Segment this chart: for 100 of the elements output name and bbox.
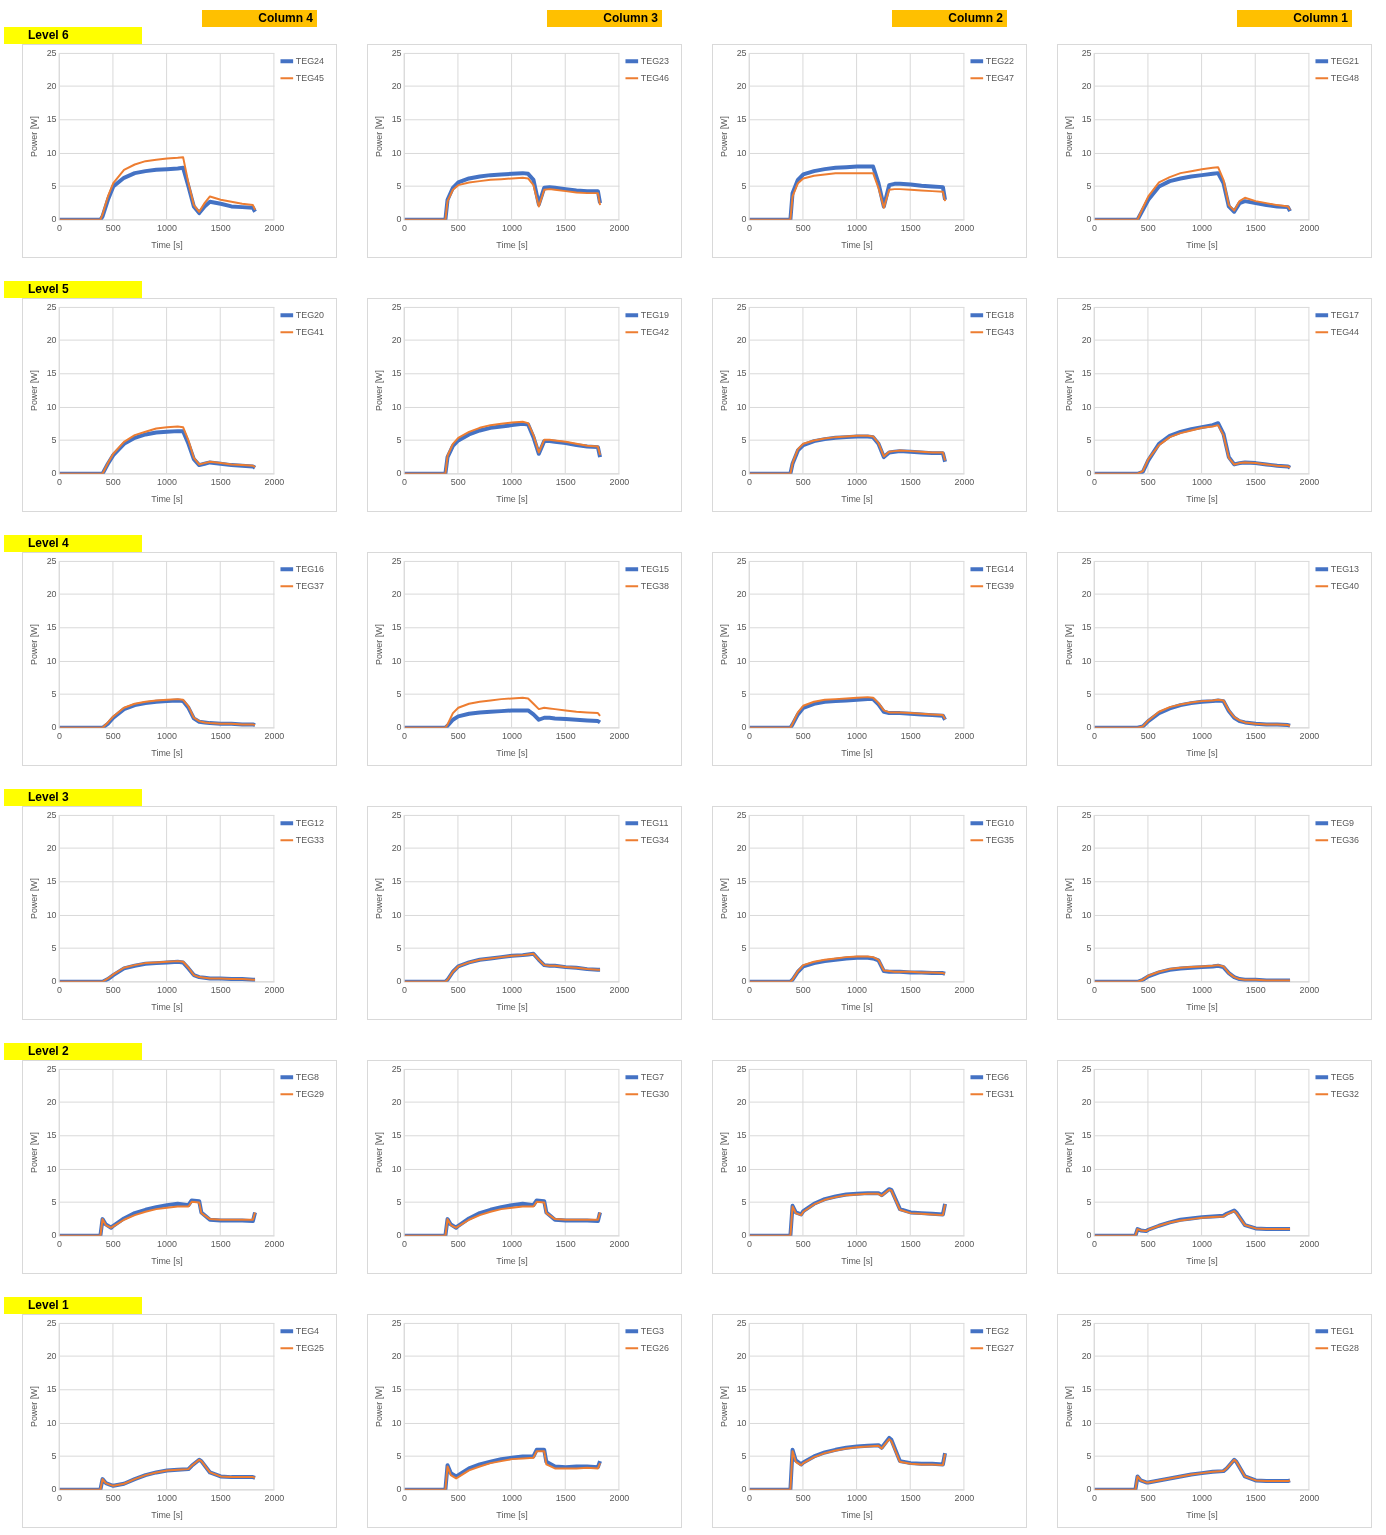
y-tick-label: 20	[391, 335, 402, 346]
y-tick-label: 15	[46, 1384, 57, 1395]
y-tick-label: 0	[396, 214, 402, 225]
y-tick-label: 15	[391, 114, 402, 125]
y-axis-title: Power [W]	[28, 878, 39, 920]
y-tick-label: 25	[46, 555, 57, 566]
legend-label: TEG5	[1330, 1071, 1355, 1082]
x-tick-label: 500	[1140, 1238, 1156, 1249]
y-axis-title: Power [W]	[718, 1386, 729, 1428]
x-tick-label: 1500	[210, 730, 231, 741]
y-tick-label: 20	[736, 335, 747, 346]
y-tick-label: 10	[391, 655, 402, 666]
x-tick-label: 1000	[157, 222, 177, 233]
legend-label: TEG21	[1330, 55, 1360, 66]
y-tick-label: 10	[736, 401, 747, 412]
y-tick-label: 25	[736, 1063, 747, 1074]
y-tick-label: 0	[1086, 214, 1092, 225]
x-tick-label: 500	[450, 476, 466, 487]
x-tick-label: 1000	[502, 1238, 522, 1249]
legend-label: TEG41	[295, 326, 325, 337]
y-tick-label: 20	[736, 81, 747, 92]
y-tick-label: 10	[46, 655, 57, 666]
y-tick-label: 10	[736, 909, 747, 920]
x-tick-label: 500	[105, 1492, 121, 1503]
y-tick-label: 15	[391, 1384, 402, 1395]
y-tick-label: 25	[736, 1317, 747, 1328]
x-tick-label: 500	[105, 730, 121, 741]
x-tick-label: 500	[450, 730, 466, 741]
y-axis-title: Power [W]	[28, 116, 39, 158]
y-tick-label: 5	[51, 942, 57, 953]
y-tick-label: 25	[1081, 301, 1092, 312]
legend-label: TEG47	[985, 72, 1015, 83]
x-axis-title: Time [s]	[1186, 240, 1218, 251]
y-tick-label: 5	[1086, 1450, 1092, 1461]
y-tick-label: 20	[391, 81, 402, 92]
x-tick-label: 2000	[609, 1492, 630, 1503]
x-tick-label: 2000	[609, 984, 630, 995]
x-tick-label: 1000	[847, 984, 867, 995]
x-axis-title: Time [s]	[151, 1002, 183, 1013]
y-tick-label: 10	[46, 1163, 57, 1174]
legend-label: TEG11	[640, 817, 669, 828]
y-tick-label: 20	[391, 589, 402, 600]
y-axis-title: Power [W]	[373, 878, 384, 920]
x-tick-label: 500	[450, 1492, 466, 1503]
x-tick-label: 2000	[954, 476, 975, 487]
x-axis-title: Time [s]	[841, 1256, 873, 1267]
x-tick-label: 500	[105, 984, 121, 995]
y-tick-label: 25	[736, 555, 747, 566]
y-tick-label: 0	[741, 1230, 747, 1241]
y-tick-label: 20	[1081, 335, 1092, 346]
x-tick-label: 1500	[1245, 1492, 1266, 1503]
x-tick-label: 2000	[1299, 984, 1320, 995]
y-tick-label: 10	[391, 401, 402, 412]
x-axis-title: Time [s]	[841, 1510, 873, 1521]
x-tick-label: 1500	[210, 1492, 231, 1503]
x-tick-label: 2000	[264, 1492, 285, 1503]
y-tick-label: 0	[51, 976, 57, 987]
x-tick-label: 1500	[555, 1492, 576, 1503]
x-tick-label: 1500	[555, 222, 576, 233]
legend-label: TEG30	[640, 1088, 670, 1099]
x-tick-label: 500	[795, 730, 811, 741]
legend-label: TEG4	[295, 1325, 320, 1336]
y-tick-label: 0	[51, 1230, 57, 1241]
x-tick-label: 1000	[502, 476, 522, 487]
y-tick-label: 5	[51, 434, 57, 445]
y-tick-label: 0	[396, 1484, 402, 1495]
y-tick-label: 15	[391, 368, 402, 379]
y-tick-label: 20	[391, 843, 402, 854]
x-tick-label: 1000	[157, 476, 177, 487]
x-tick-label: 1500	[210, 476, 231, 487]
y-tick-label: 0	[396, 1230, 402, 1241]
y-tick-label: 0	[741, 214, 747, 225]
x-axis-title: Time [s]	[151, 1510, 183, 1521]
y-tick-label: 15	[736, 1384, 747, 1395]
y-tick-label: 25	[1081, 809, 1092, 820]
y-tick-label: 10	[1081, 401, 1092, 412]
y-tick-label: 20	[736, 589, 747, 600]
x-tick-label: 1000	[157, 730, 177, 741]
x-tick-label: 500	[1140, 1492, 1156, 1503]
x-tick-label: 2000	[954, 1492, 975, 1503]
legend-label: TEG48	[1330, 72, 1360, 83]
y-tick-label: 25	[391, 1317, 402, 1328]
y-axis-title: Power [W]	[373, 116, 384, 158]
y-tick-label: 15	[391, 622, 402, 633]
y-tick-label: 15	[46, 1130, 57, 1141]
text: Level 2	[4, 1043, 142, 1060]
y-tick-label: 25	[736, 809, 747, 820]
x-tick-label: 500	[1140, 984, 1156, 995]
x-tick-label: 1500	[555, 476, 576, 487]
x-tick-label: 2000	[609, 1238, 630, 1249]
legend-label: TEG18	[985, 309, 1015, 320]
x-tick-label: 500	[795, 222, 811, 233]
y-tick-label: 15	[1081, 1130, 1092, 1141]
y-tick-label: 20	[1081, 589, 1092, 600]
x-tick-label: 2000	[264, 984, 285, 995]
x-tick-label: 1000	[157, 1492, 177, 1503]
x-tick-label: 2000	[264, 476, 285, 487]
y-axis-title: Power [W]	[28, 624, 39, 666]
y-tick-label: 5	[396, 434, 402, 445]
x-tick-label: 500	[450, 1238, 466, 1249]
